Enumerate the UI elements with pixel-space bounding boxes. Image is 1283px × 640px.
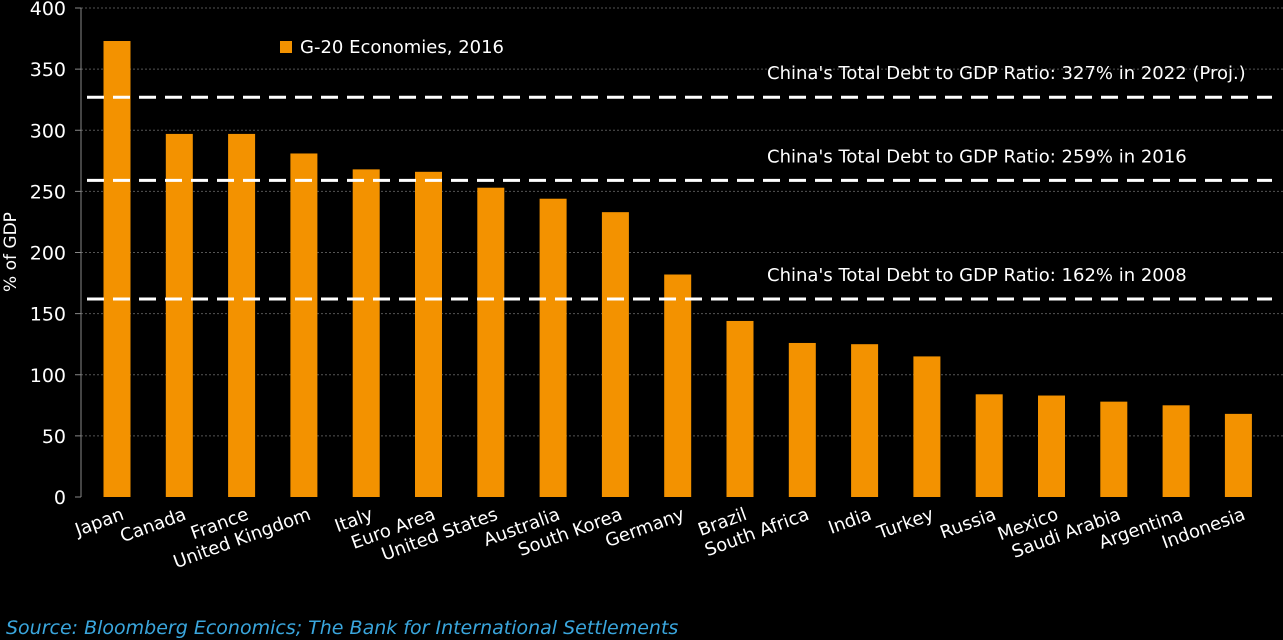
y-tick-label: 100 — [30, 365, 66, 387]
source-note: Source: Bloomberg Economics; The Bank fo… — [6, 617, 679, 639]
y-tick-label: 200 — [30, 243, 66, 265]
y-tick-label: 150 — [30, 304, 66, 326]
legend-label: G-20 Economies, 2016 — [300, 37, 504, 58]
legend-swatch — [280, 41, 292, 53]
bar-argentina — [1162, 405, 1190, 497]
bar-united-kingdom — [290, 153, 318, 498]
bar-south-africa — [788, 342, 816, 497]
x-tick-label: Canada — [117, 504, 189, 547]
reference-line-label: China's Total Debt to GDP Ratio: 259% in… — [767, 146, 1187, 167]
bar-australia — [539, 198, 567, 497]
x-tick-label: Russia — [937, 504, 999, 544]
bar-canada — [165, 133, 193, 498]
bar-mexico — [1038, 395, 1065, 497]
bar-indonesia — [1224, 413, 1252, 497]
bar-united-states — [477, 187, 505, 497]
bar-euro-area — [415, 171, 442, 497]
bar-saudi-arabia — [1100, 401, 1128, 497]
bar-brazil — [726, 320, 754, 497]
y-tick-label: 350 — [30, 59, 66, 81]
bars — [103, 41, 1252, 498]
y-axis-label: % of GDP — [1, 212, 21, 292]
reference-line-label: China's Total Debt to GDP Ratio: 327% in… — [767, 63, 1246, 84]
bar-russia — [975, 394, 1003, 497]
x-tick-label: India — [826, 504, 875, 539]
bar-germany — [664, 274, 692, 497]
y-tick-label: 400 — [30, 0, 66, 20]
bar-japan — [103, 41, 131, 497]
bar-india — [851, 344, 879, 497]
reference-line-label: China's Total Debt to GDP Ratio: 162% in… — [767, 265, 1187, 286]
legend: G-20 Economies, 2016 — [280, 37, 504, 58]
x-tick-label: Turkey — [873, 504, 936, 544]
y-tick-label: 0 — [54, 487, 66, 509]
bar-south-korea — [601, 212, 629, 497]
y-tick-label: 300 — [30, 120, 66, 142]
bar-france — [228, 133, 256, 498]
bar-italy — [352, 169, 380, 497]
bar-turkey — [913, 356, 941, 497]
y-tick-label: 50 — [42, 426, 66, 448]
x-tick-label: Japan — [71, 504, 126, 541]
y-tick-label: 250 — [30, 181, 66, 203]
reference-lines: China's Total Debt to GDP Ratio: 327% in… — [87, 63, 1272, 301]
y-axis-ticks: 0 50 100 150 200 250 300 350 400 — [30, 0, 81, 509]
bar-chart: 0 50 100 150 200 250 300 350 400 JapanCanadaFran… — [1, 0, 1283, 573]
